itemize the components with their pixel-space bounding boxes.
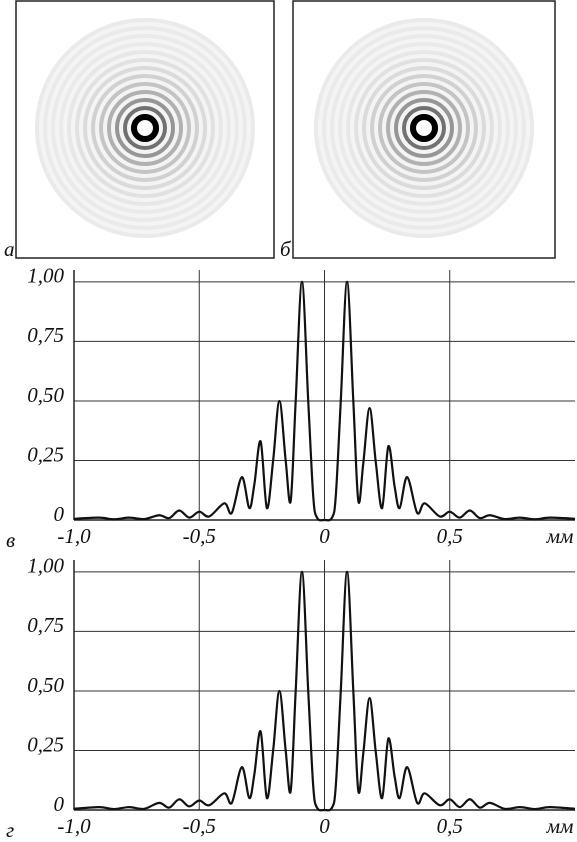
line-chart: 0 0,25 0,50 0,75 1,00 -1,0 -0,5 0 0,5 мм в <box>6 264 576 552</box>
y-tick-label: 0 <box>54 502 65 526</box>
x-tick-label: 0 <box>319 524 330 548</box>
x-tick-label: -0,5 <box>183 814 216 838</box>
ring <box>107 90 183 166</box>
ring <box>83 66 207 190</box>
ring <box>322 26 526 230</box>
x-axis-label: мм <box>546 524 574 548</box>
ring <box>354 58 494 198</box>
ring <box>131 114 159 142</box>
core <box>138 121 152 135</box>
x-tick-label: -0,5 <box>183 524 216 548</box>
x-tick-label: 0 <box>319 814 330 838</box>
y-tick-label: 0,75 <box>27 323 64 347</box>
y-tick-label: 0,25 <box>27 442 64 466</box>
y-tick-label: 0,50 <box>27 673 64 697</box>
ring <box>67 50 223 206</box>
ring <box>410 114 438 142</box>
ring <box>43 26 247 230</box>
ring <box>394 98 454 158</box>
panel-label: б <box>280 237 292 261</box>
y-tick-label: 1,00 <box>27 264 64 288</box>
line-chart: 0 0,25 0,50 0,75 1,00 -1,0 -0,5 0 0,5 мм г <box>6 554 576 842</box>
y-tick-label: 0,25 <box>27 732 64 756</box>
ring <box>91 74 199 182</box>
panel-label: а <box>4 237 15 261</box>
ring <box>75 58 215 198</box>
y-tick-label: 0,75 <box>27 613 64 637</box>
ring <box>362 66 486 190</box>
x-tick-label: 0,5 <box>437 524 463 548</box>
panel-label: в <box>6 528 15 552</box>
y-tick-label: 1,00 <box>27 554 64 578</box>
line-series <box>73 280 576 522</box>
x-tick-label: -1,0 <box>57 814 91 838</box>
ring <box>51 34 239 222</box>
panel-label: г <box>6 818 14 842</box>
ring <box>99 82 191 174</box>
ring <box>59 42 231 214</box>
line-series <box>73 570 576 812</box>
ring-image: а <box>4 0 275 261</box>
x-axis-label: мм <box>546 814 574 838</box>
ring <box>346 50 502 206</box>
ring <box>402 106 446 150</box>
ring <box>370 74 478 182</box>
y-tick-label: 0,50 <box>27 383 64 407</box>
ring <box>386 90 462 166</box>
x-tick-label: 0,5 <box>437 814 463 838</box>
y-tick-label: 0 <box>54 792 65 816</box>
ring <box>314 18 534 238</box>
ring <box>330 34 518 222</box>
ring <box>35 18 255 238</box>
x-tick-label: -1,0 <box>57 524 91 548</box>
core <box>417 121 431 135</box>
ring <box>378 82 470 174</box>
ring <box>115 98 175 158</box>
ring-image: б <box>280 0 556 261</box>
ring <box>123 106 167 150</box>
ring <box>338 42 510 214</box>
